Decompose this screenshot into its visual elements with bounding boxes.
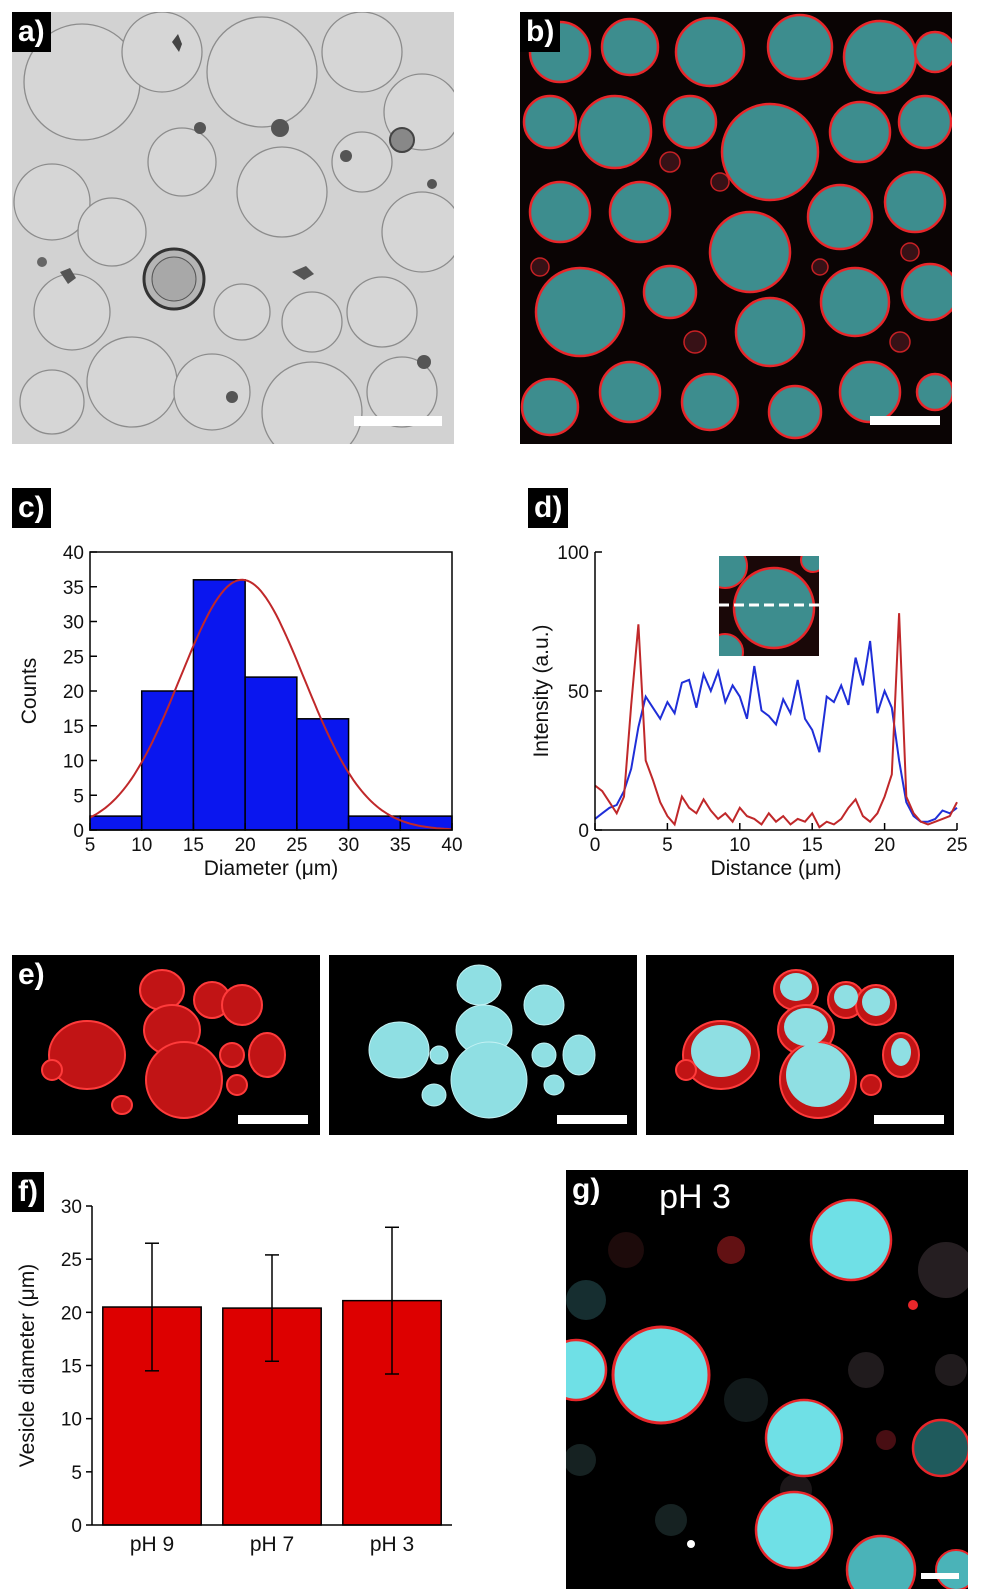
- x-tick-label: 10: [729, 835, 750, 856]
- scale-bar: [874, 1115, 944, 1124]
- lumen-intensity-line: [594, 640, 958, 823]
- panel-label-a: a): [12, 12, 51, 52]
- intensity-profile-chart: 0 5 10 15 20 25 0 50 100 Distance (μm) Intensity (…: [530, 543, 968, 880]
- histogram-bar: [244, 676, 298, 831]
- x-category-label: pH 9: [130, 1533, 174, 1556]
- y-tick-label: 5: [73, 786, 84, 807]
- gaussian-fit-curve: [89, 578, 453, 831]
- y-tick-label: 5: [71, 1463, 82, 1484]
- panel-label-b: b): [520, 12, 561, 52]
- x-tick-label: 20: [874, 835, 895, 856]
- y-tick-label: 100: [557, 543, 589, 564]
- lumen-3d-vesicles: [368, 964, 627, 1124]
- x-tick-label: 5: [85, 835, 96, 856]
- 3d-rendering-membrane: e): [12, 955, 320, 1135]
- y-tick-label: 30: [63, 613, 84, 634]
- scale-bar: [870, 416, 940, 425]
- panel-label-d: d): [528, 488, 569, 528]
- line-profile-inset: [719, 556, 819, 656]
- x-tick-label: 10: [131, 835, 152, 856]
- x-tick-label: 20: [235, 835, 256, 856]
- y-tick-label: 0: [578, 821, 589, 842]
- 3d-rendering-lumen: [329, 955, 637, 1135]
- y-axis-label: Vesicle diameter (μm): [16, 1264, 39, 1468]
- histogram-bar: [296, 718, 350, 831]
- x-tick-label: 0: [590, 835, 601, 856]
- confocal-overlay-micrograph: b): [520, 12, 952, 444]
- panel-label-f: f): [12, 1172, 44, 1212]
- y-tick-label: 30: [61, 1197, 82, 1218]
- y-tick-label: 50: [568, 682, 589, 703]
- x-tick-label: 30: [338, 835, 359, 856]
- scale-bar: [557, 1115, 627, 1124]
- y-tick-label: 35: [63, 578, 84, 599]
- y-tick-label: 0: [71, 1516, 82, 1537]
- histogram-bar: [89, 815, 143, 831]
- confocal-vesicles: [520, 12, 952, 444]
- y-tick-label: 20: [63, 682, 84, 703]
- scale-bar: [354, 416, 442, 426]
- membrane-intensity-line: [594, 613, 958, 829]
- vesicle-diameter-bar-chart: pH 9 pH 7 pH 3 0 5 10 15 20 25 30 Vesicle diameter…: [16, 1197, 452, 1556]
- panel-label-e: e): [12, 955, 51, 995]
- panel-label-g: g): [566, 1170, 607, 1210]
- inset-vesicle-image: [719, 556, 819, 656]
- y-tick-label: 40: [63, 543, 84, 564]
- histogram-bar: [140, 690, 195, 831]
- x-tick-label: 25: [286, 835, 307, 856]
- diameter-histogram: 5 10 15 20 25 30 35 400510152025303540Diameter …: [18, 543, 463, 880]
- y-tick-label: 15: [63, 717, 84, 738]
- membrane-3d-vesicles: [41, 969, 308, 1124]
- y-tick-label: 20: [61, 1303, 82, 1324]
- x-axis-label: Diameter (μm): [204, 857, 339, 880]
- brightfield-micrograph: a): [12, 12, 454, 444]
- ph3-confocal-micrograph: g) pH 3: [566, 1170, 968, 1589]
- x-tick-label: 25: [946, 835, 967, 856]
- 3d-rendering-overlay: [646, 955, 954, 1135]
- scale-bar: [238, 1115, 308, 1124]
- y-tick-label: 0: [73, 821, 84, 842]
- x-tick-label: 5: [662, 835, 673, 856]
- y-axis-label: Counts: [18, 658, 41, 725]
- y-tick-label: 10: [63, 752, 84, 773]
- x-tick-label: 15: [183, 835, 204, 856]
- ph-label: pH 3: [626, 1170, 764, 1230]
- y-tick-label: 25: [63, 647, 84, 668]
- scale-bar: [921, 1573, 959, 1579]
- x-tick-label: 15: [802, 835, 823, 856]
- histogram-bar: [347, 815, 402, 831]
- panel-label-c: c): [12, 488, 51, 528]
- x-category-label: pH 7: [250, 1533, 294, 1556]
- overlay-3d-vesicles: [675, 969, 944, 1124]
- brightfield-vesicles: [12, 12, 454, 444]
- y-tick-label: 10: [61, 1410, 82, 1431]
- x-tick-label: 35: [390, 835, 411, 856]
- x-tick-label: 40: [441, 835, 462, 856]
- y-axis-label: Intensity (a.u.): [530, 624, 553, 757]
- x-axis-label: Distance (μm): [710, 857, 841, 880]
- y-tick-label: 15: [61, 1357, 82, 1378]
- histogram-bar: [192, 579, 246, 831]
- ph3-vesicles: [566, 1170, 968, 1589]
- x-category-label: pH 3: [370, 1533, 414, 1556]
- y-tick-label: 25: [61, 1250, 82, 1271]
